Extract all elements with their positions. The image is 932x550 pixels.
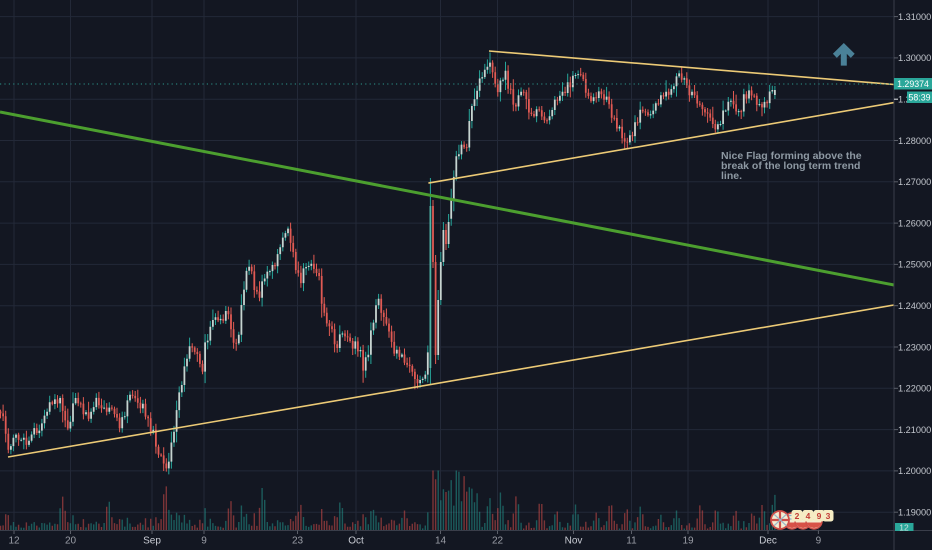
svg-text:1.26000: 1.26000 — [898, 218, 931, 228]
svg-text:1.30000: 1.30000 — [898, 53, 931, 63]
svg-text:19: 19 — [682, 536, 694, 547]
svg-text:break of the long term trend: break of the long term trend — [721, 160, 860, 172]
svg-text:12: 12 — [8, 536, 20, 547]
svg-text:1.28000: 1.28000 — [898, 136, 931, 146]
svg-text:Oct: Oct — [348, 536, 364, 547]
svg-text:9: 9 — [816, 536, 822, 547]
svg-text:Sep: Sep — [143, 536, 161, 547]
svg-text:1.20000: 1.20000 — [898, 466, 931, 476]
svg-text:Dec: Dec — [759, 536, 777, 547]
svg-text:1.27000: 1.27000 — [898, 177, 931, 187]
svg-text:1.21000: 1.21000 — [898, 425, 931, 435]
svg-text:1.29374: 1.29374 — [897, 79, 929, 89]
svg-text:4: 4 — [806, 511, 811, 521]
svg-text:58:39: 58:39 — [908, 92, 930, 102]
svg-text:1.19000: 1.19000 — [898, 508, 931, 518]
svg-text:1.25000: 1.25000 — [898, 260, 931, 270]
svg-text:14: 14 — [435, 536, 447, 547]
svg-text:20: 20 — [65, 536, 77, 547]
svg-text:22: 22 — [492, 536, 504, 547]
svg-text:1.31000: 1.31000 — [898, 12, 931, 22]
svg-text:9: 9 — [201, 536, 207, 547]
svg-text:Nice Flag forming above the: Nice Flag forming above the — [721, 150, 862, 162]
svg-text:23: 23 — [292, 536, 304, 547]
svg-text:line.: line. — [721, 170, 742, 182]
svg-text:Nov: Nov — [565, 536, 583, 547]
svg-text:2: 2 — [795, 511, 800, 521]
svg-text:3: 3 — [826, 511, 831, 521]
svg-text:1.22000: 1.22000 — [898, 384, 931, 394]
svg-text:11: 11 — [626, 536, 637, 547]
svg-text:12: 12 — [899, 523, 909, 533]
svg-text:9: 9 — [817, 511, 822, 521]
svg-text:1.24000: 1.24000 — [898, 301, 931, 311]
svg-text:1.23000: 1.23000 — [898, 342, 931, 352]
